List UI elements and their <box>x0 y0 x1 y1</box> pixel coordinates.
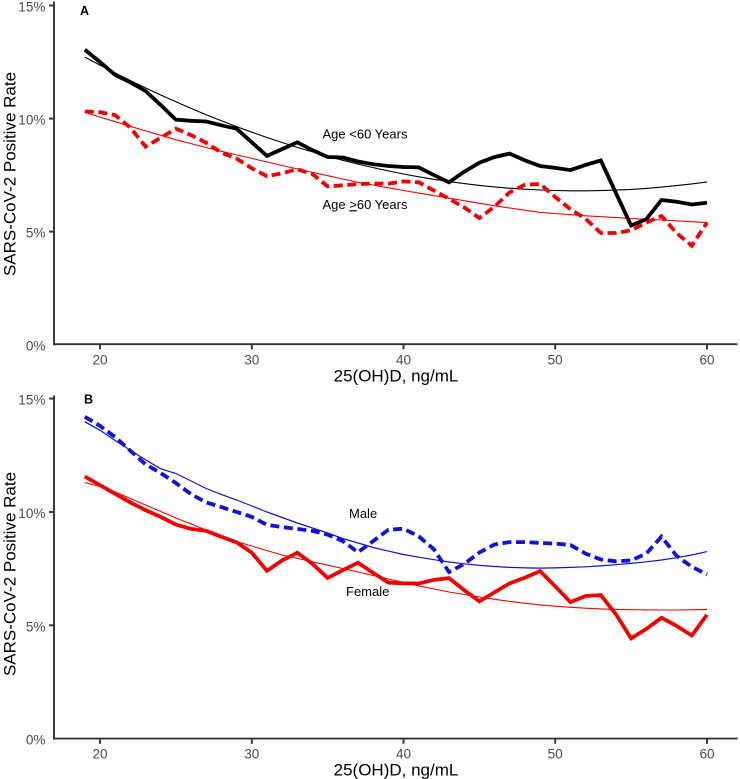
svg-text:0%: 0% <box>26 339 46 354</box>
svg-text:A: A <box>80 4 89 18</box>
svg-text:20: 20 <box>92 353 108 368</box>
svg-text:Age <60 Years: Age <60 Years <box>323 127 408 142</box>
svg-text:60: 60 <box>699 353 715 368</box>
svg-text:Female: Female <box>346 584 389 599</box>
svg-text:60: 60 <box>699 747 715 762</box>
svg-text:SARS-CoV-2 Positive Rate: SARS-CoV-2 Positive Rate <box>1 72 20 276</box>
svg-text:40: 40 <box>396 353 412 368</box>
svg-text:0%: 0% <box>26 733 46 748</box>
svg-text:B: B <box>84 393 93 407</box>
svg-text:25(OH)D, ng/mL: 25(OH)D, ng/mL <box>334 761 459 779</box>
svg-text:10%: 10% <box>18 113 45 128</box>
svg-text:20: 20 <box>92 747 108 762</box>
svg-text:25(OH)D, ng/mL: 25(OH)D, ng/mL <box>334 367 459 386</box>
svg-text:5%: 5% <box>26 619 46 634</box>
svg-text:50: 50 <box>548 353 564 368</box>
svg-text:50: 50 <box>548 747 564 762</box>
svg-text:Male: Male <box>349 506 377 521</box>
svg-text:15%: 15% <box>18 0 45 15</box>
svg-text:5%: 5% <box>26 226 46 241</box>
svg-text:30: 30 <box>244 353 260 368</box>
svg-text:10%: 10% <box>18 506 45 521</box>
svg-text:SARS-CoV-2 Positive Rate: SARS-CoV-2 Positive Rate <box>1 472 20 676</box>
svg-text:30: 30 <box>244 747 260 762</box>
svg-text:Age >60 Years: Age >60 Years <box>323 197 408 212</box>
svg-text:15%: 15% <box>18 393 45 408</box>
svg-text:40: 40 <box>396 747 412 762</box>
